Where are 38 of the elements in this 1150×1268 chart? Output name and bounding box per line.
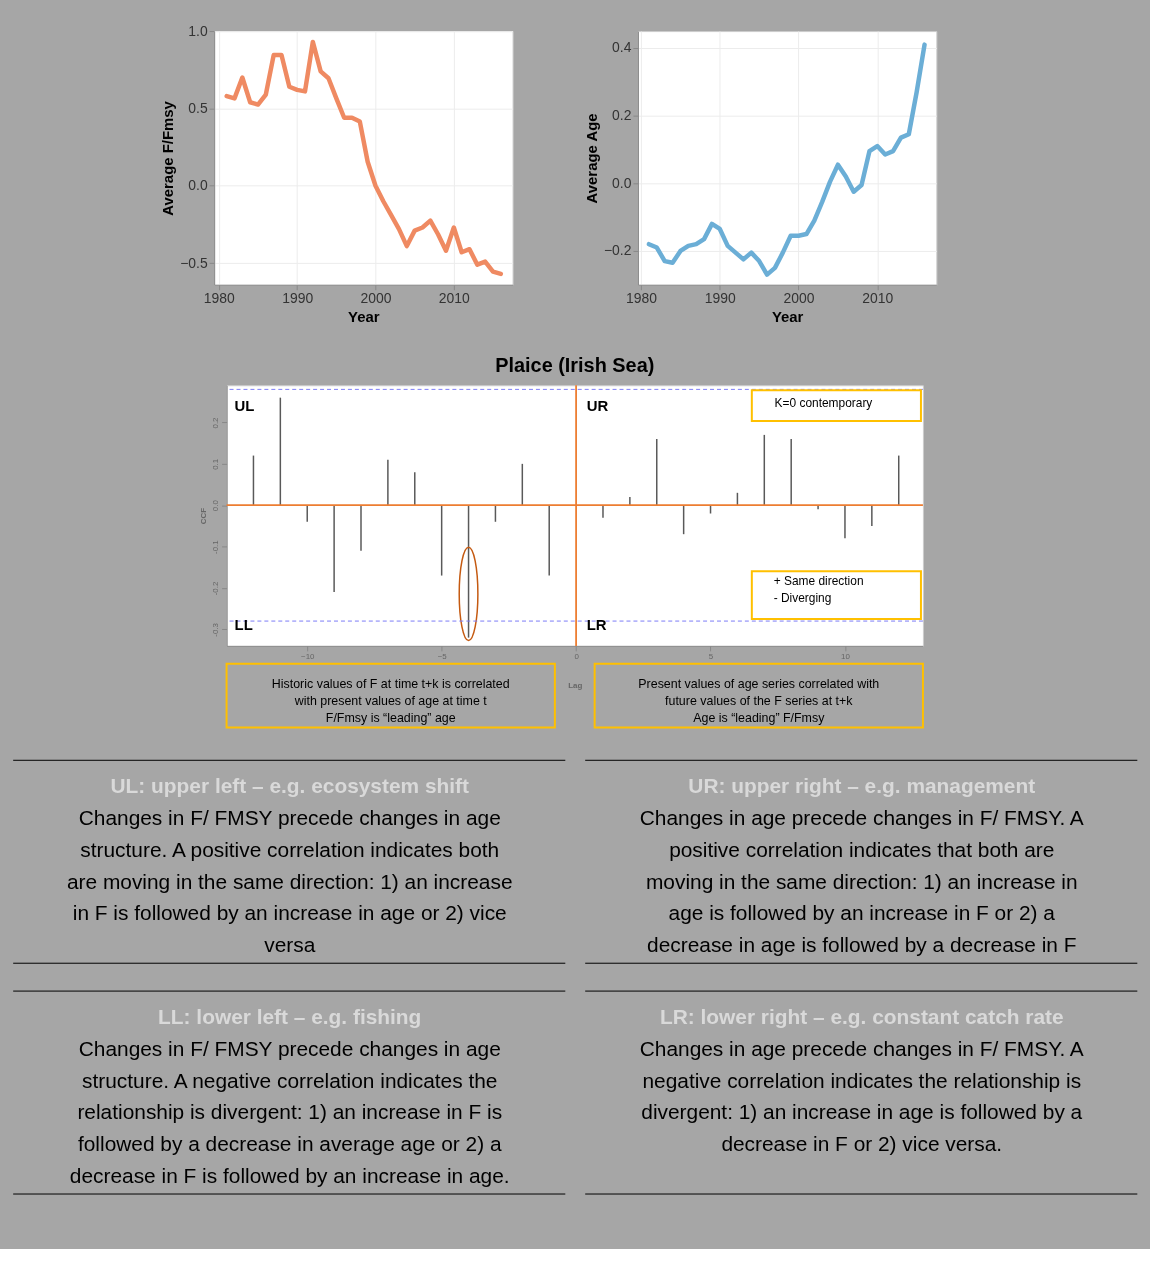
x-tick-label: 1990 <box>282 290 314 307</box>
x-axis-title: Lag <box>568 681 583 691</box>
x-tick-label: 1980 <box>203 290 236 307</box>
text: Changes in F/ FMSY precede changes in age structure. A negative correlation indicates the relationship is divergent: 1) an increase in F is followed by a decrease in average age or 2) a decrease in F is followed by an increase in age. <box>69 1036 510 1188</box>
y-tick-label: -0.1 <box>211 539 221 554</box>
y-tick-label: 0.0 <box>188 177 208 194</box>
annotation: K=0 contemporary <box>774 396 873 411</box>
y-axis-title: Average Age <box>583 113 600 204</box>
y-tick-label: −0.2 <box>604 242 632 259</box>
x-tick-label: 2010 <box>862 290 894 307</box>
y-tick-label: 0.2 <box>612 107 632 124</box>
text: Changes in age precede changes in F/ FMSY. A positive correlation indicates that both are moving in the same direction: 1) an increase in age is followed by an increase in F or 2) a decrease in age is followed by a decrease in F <box>639 805 1084 957</box>
annotation: LL <box>234 615 253 633</box>
y-tick-label: 0.4 <box>612 39 632 56</box>
x-tick-label: 2010 <box>438 290 471 307</box>
y-tick-label: 0.5 <box>188 99 208 116</box>
line-series <box>646 42 927 277</box>
x-axis-title: Year <box>771 308 804 326</box>
annotation: UR <box>586 397 609 415</box>
x-axis-title: Year <box>348 308 380 326</box>
annotation: LR <box>586 615 607 633</box>
text: Present values of age series correlated with future values of the F series at t+k Age is “leading” F/Fmsy <box>638 676 880 726</box>
y-tick-label: 1.0 <box>188 22 208 39</box>
y-tick-label: 0.0 <box>612 174 632 191</box>
x-tick-label: 1980 <box>626 290 658 307</box>
y-tick-label: −0.5 <box>180 254 208 271</box>
x-tick-label: 2000 <box>783 290 815 307</box>
annotation: UL <box>234 397 255 415</box>
x-tick-label: 2000 <box>360 290 392 307</box>
chart-title: Plaice (Irish Sea) <box>495 354 655 377</box>
y-axis-title: Average F/Fmsy <box>159 100 177 216</box>
line-series <box>224 39 504 277</box>
y-axis-title: CCF <box>199 507 209 525</box>
annotation: + Same direction - Diverging <box>773 574 864 606</box>
text: Changes in age precede changes in F/ FMSY. A negative correlation indicates the relationship is divergent: 1) an increase in age is followed by a decrease in F or 2) vice versa. <box>639 1036 1084 1156</box>
text: Changes in F/ FMSY precede changes in age structure. A positive correlation indicates both are moving in the same direction: 1) an increase in F is followed by an increase in age or 2) vice versa <box>66 805 513 957</box>
x-tick-label: 1990 <box>704 290 737 307</box>
text: Historic values of F at time t+k is correlated with present values of age at time t F/Fmsy is “leading” age <box>271 676 510 726</box>
